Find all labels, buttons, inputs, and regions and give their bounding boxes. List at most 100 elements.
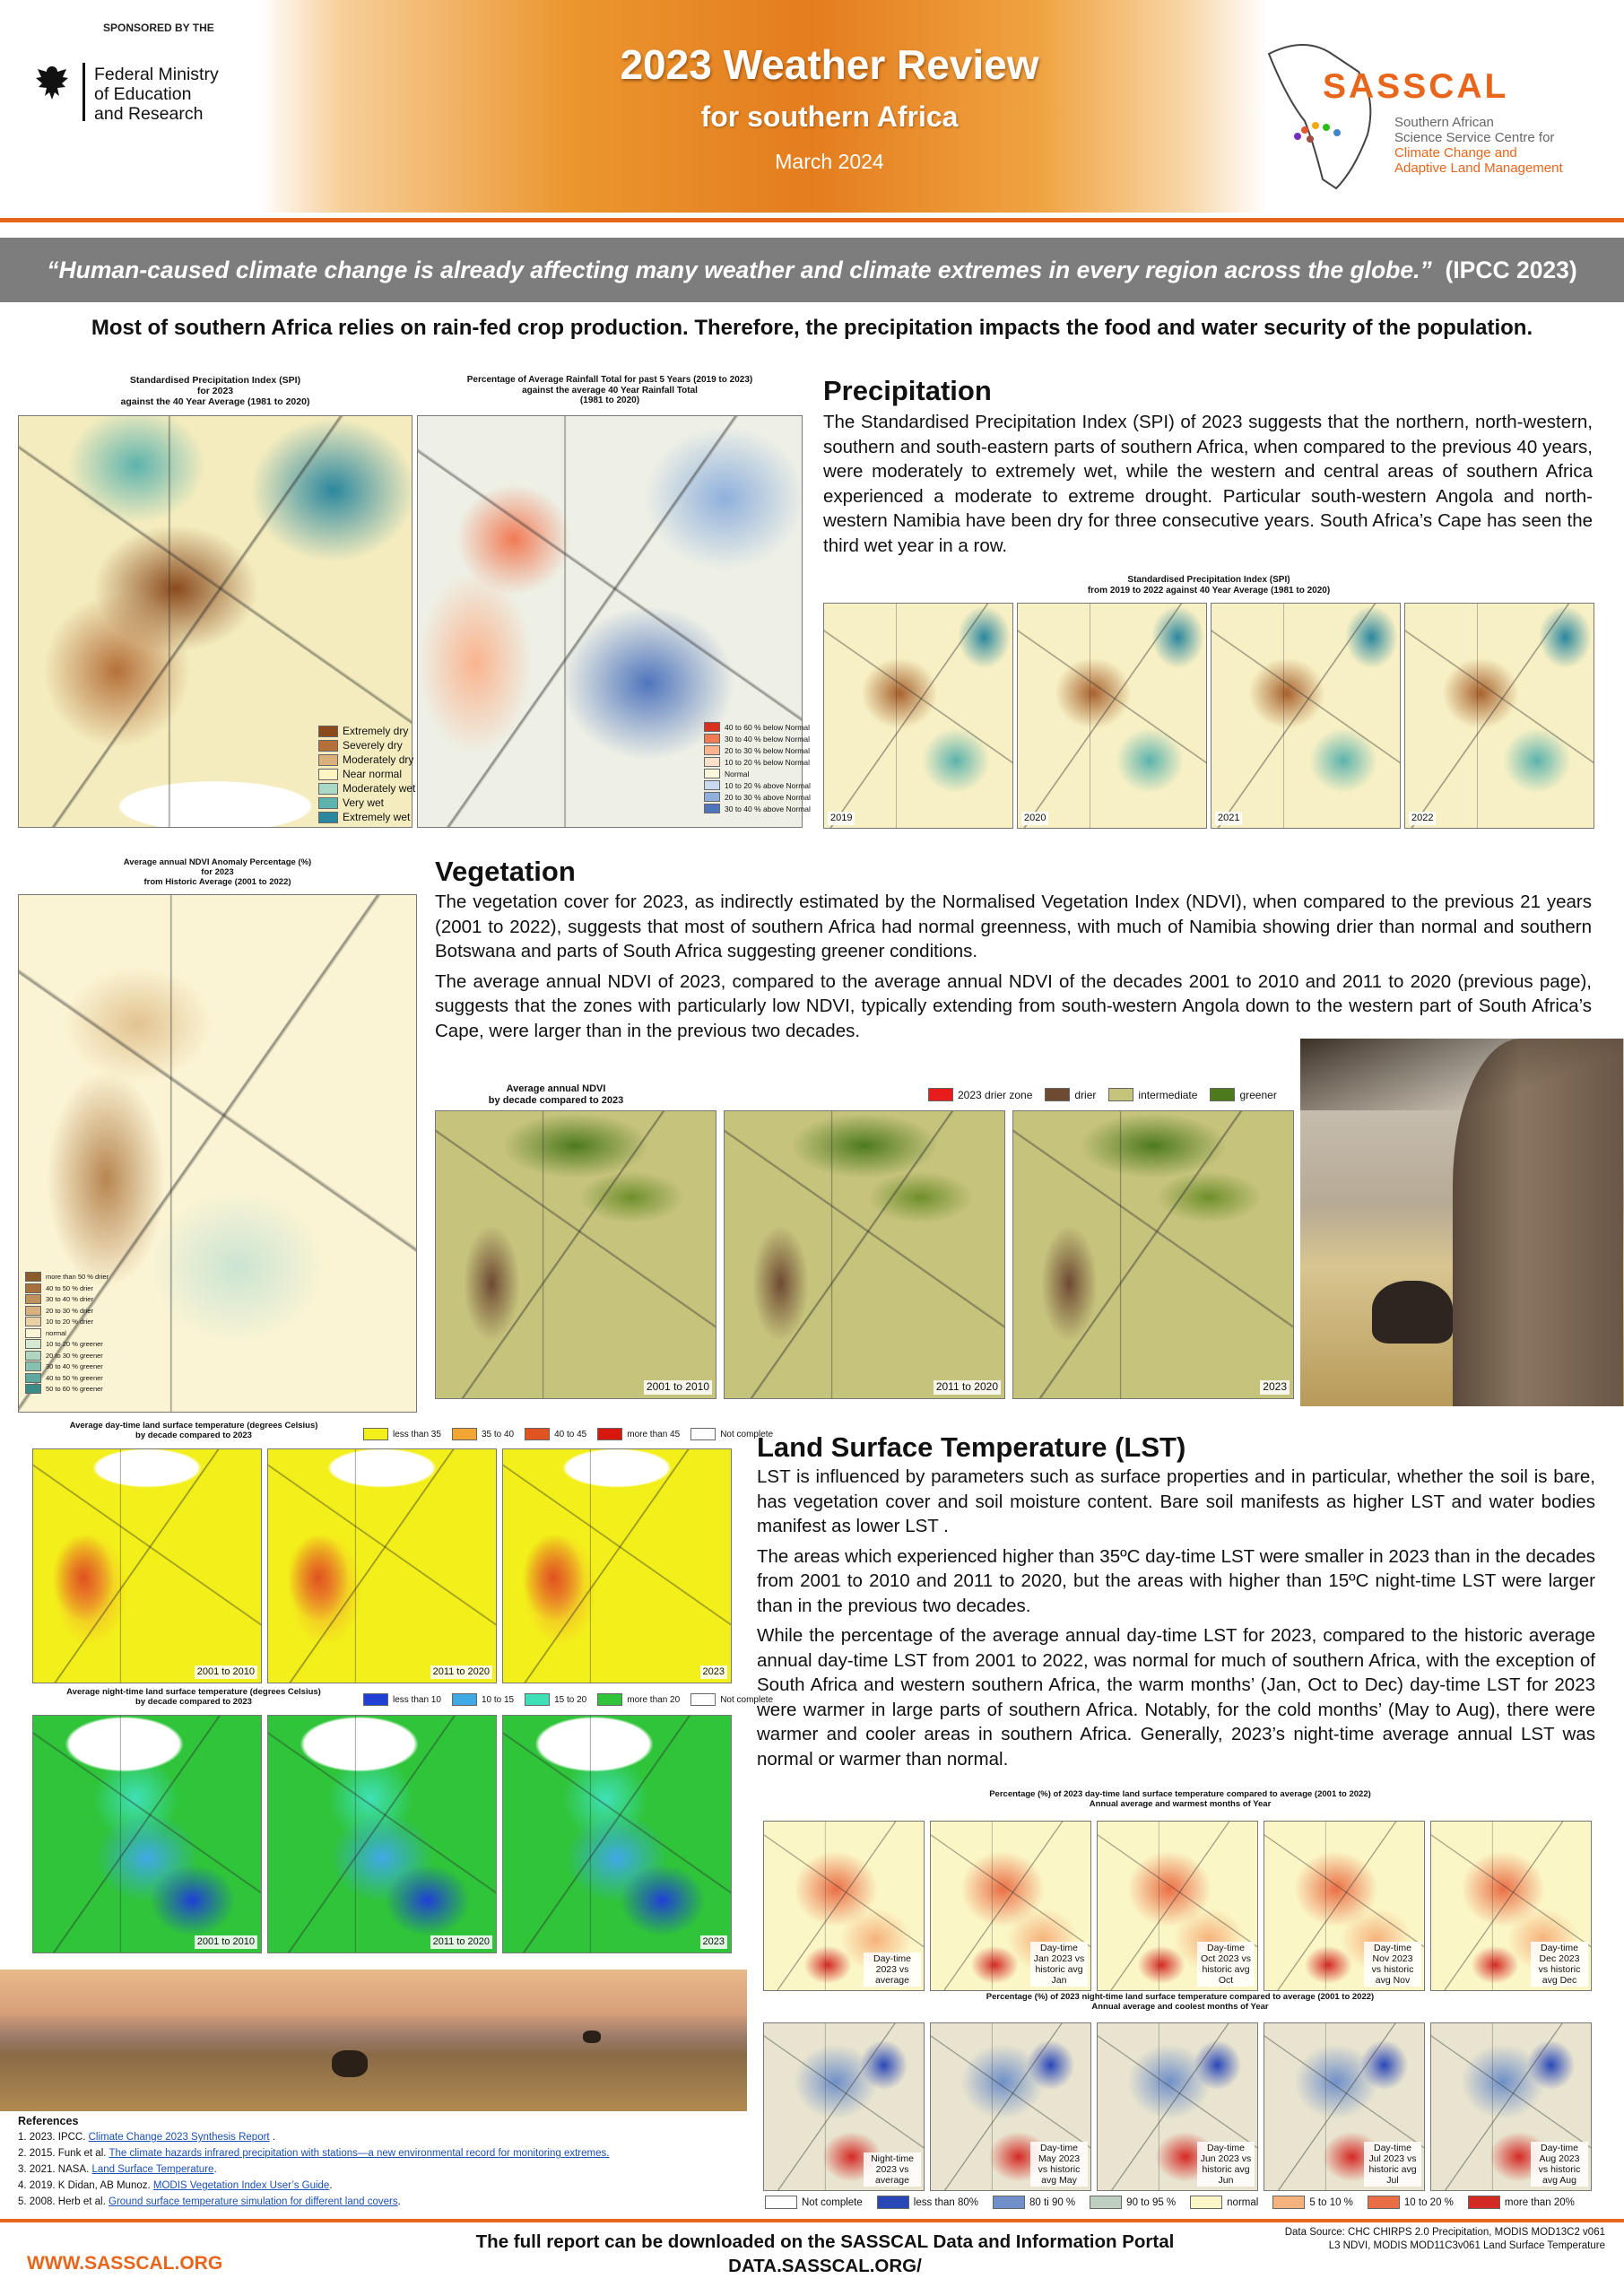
reference-text: 3. 2021. NASA.	[18, 2164, 92, 2175]
legend-swatch	[25, 1305, 41, 1316]
legend-label: intermediate	[1138, 1088, 1198, 1101]
map-image: Night-time 2023 vs average	[763, 2022, 925, 2191]
legend-item: normal	[25, 1327, 109, 1338]
legend-swatch	[363, 1428, 388, 1440]
map-image: 2023	[502, 1448, 732, 1683]
map-image: 2019	[823, 603, 1013, 829]
section-text: The vegetation cover for 2023, as indire…	[435, 890, 1592, 1048]
legend-label: Not complete	[720, 1694, 774, 1705]
legend-item: normal	[1190, 2196, 1258, 2209]
legend-item: Extremely dry	[318, 725, 415, 737]
reference-link[interactable]: MODIS Vegetation Index User’s Guide	[152, 2180, 330, 2191]
legend-swatch	[704, 757, 720, 767]
figure-title: Average day-time land surface temperatur…	[32, 1421, 355, 1441]
legend-swatch	[597, 1428, 623, 1440]
map-image: 2021	[1211, 603, 1401, 829]
legend-item: 20 to 30 % above Normal	[704, 792, 811, 802]
org-line: Climate Change and	[1394, 145, 1517, 161]
legend-swatch	[525, 1428, 551, 1440]
map-caption: Day-time Jun 2023 vs historic avg Jun	[1197, 2141, 1255, 2187]
legend-swatch	[1108, 1088, 1134, 1101]
legend-item: 20 to 30 % greener	[25, 1350, 109, 1361]
sasscal-map-icon	[1267, 44, 1372, 190]
legend-item: Near normal	[318, 768, 415, 780]
map-caption: 2011 to 2020	[933, 1380, 1001, 1395]
reference-text: 4. 2019. K Didan, AB Munoz.	[18, 2180, 153, 2191]
figure-title-line: by decade compared to 2023	[135, 1696, 252, 1707]
reference-link[interactable]: Ground surface temperature simulation fo…	[109, 2196, 398, 2207]
references-heading: References	[18, 2115, 79, 2127]
figure-title-line: Percentage of Average Rainfall Total for…	[466, 375, 753, 385]
legend: more than 50 % drier 40 to 50 % drier 30 t…	[25, 1272, 109, 1394]
map-image: 2020	[1017, 603, 1207, 829]
map-image: Day-time 2023 vs average	[763, 1821, 925, 1991]
legend-label: more than 45	[627, 1429, 681, 1439]
map-image: 2023	[1012, 1110, 1294, 1399]
legend-swatch	[25, 1294, 41, 1304]
legend-swatch	[597, 1693, 623, 1706]
legend-item: more than 50 % drier	[25, 1272, 109, 1282]
figure-title-line: Percentage (%) of 2023 day-time land sur…	[989, 1789, 1371, 1799]
legend-item: 40 to 45	[525, 1428, 586, 1440]
paragraph: The vegetation cover for 2023, as indire…	[435, 891, 1592, 961]
map-caption: Day-time 2023 vs average	[864, 1952, 921, 1987]
legend-item: 20 to 30 % below Normal	[704, 745, 811, 755]
section-heading: Vegetation	[435, 856, 576, 887]
legend-item: less than 80%	[876, 2196, 979, 2209]
map-image: 2001 to 2010	[32, 1448, 262, 1683]
legend-item: 30 to 40 % above Normal	[704, 804, 811, 813]
legend-swatch	[690, 1693, 716, 1706]
paragraph: The areas which experienced higher than …	[757, 1545, 1595, 1616]
section-text: LST is influenced by parameters such as …	[757, 1465, 1595, 1777]
legend-label: Severely dry	[343, 739, 403, 752]
legend-label: 30 to 40 % above Normal	[725, 804, 811, 813]
legend-label: 10 to 20 % drier	[46, 1318, 93, 1326]
legend-swatch	[25, 1283, 41, 1293]
legend-swatch	[704, 769, 720, 778]
reference-link[interactable]: Land Surface Temperature	[91, 2164, 214, 2175]
paragraph: LST is influenced by parameters such as …	[757, 1466, 1595, 1536]
legend-swatch	[1467, 2196, 1500, 2209]
legend-label: more than 20	[627, 1694, 681, 1705]
map-image: Day-time Nov 2023 vs historic avg Nov	[1264, 1821, 1425, 1991]
map-caption: 2011 to 2020	[430, 1665, 492, 1679]
paragraph: The Standardised Precipitation Index (SP…	[823, 412, 1593, 556]
map-image	[18, 894, 417, 1413]
paragraph: While the percentage of the average annu…	[757, 1625, 1595, 1770]
reference: 4. 2019. K Didan, AB Munoz. MODIS Vegeta…	[18, 2178, 762, 2194]
legend-item: more than 20%	[1467, 2196, 1575, 2209]
legend-label: 10 to 20 % greener	[46, 1340, 103, 1348]
org-line: Adaptive Land Management	[1394, 161, 1563, 176]
map-caption: 2021	[1215, 812, 1243, 825]
map-caption: Day-time Dec 2023 vs historic avg Dec	[1531, 1941, 1588, 1987]
legend-label: 10 to 20 % below Normal	[725, 757, 810, 767]
legend-item: intermediate	[1108, 1088, 1197, 1101]
legend-label: Near normal	[343, 768, 403, 780]
sponsor-divider	[83, 63, 85, 121]
map-image: 2001 to 2010	[435, 1110, 716, 1399]
legend-item: more than 45	[597, 1428, 680, 1440]
legend-swatch	[318, 768, 338, 780]
title: 2023 Weather Review	[620, 41, 1039, 88]
legend-label: 20 to 30 % greener	[46, 1351, 103, 1360]
legend-item: drier	[1045, 1088, 1096, 1101]
legend-swatch	[690, 1428, 716, 1440]
map-caption: 2001 to 2010	[194, 1665, 257, 1679]
map-image: Day-time Dec 2023 vs historic avg Dec	[1430, 1821, 1592, 1991]
quote-bar: “Human-caused climate change is already …	[0, 238, 1624, 302]
legend-swatch	[25, 1317, 41, 1326]
reference: 1. 2023. IPCC. Climate Change 2023 Synth…	[18, 2129, 762, 2145]
legend-swatch	[704, 745, 720, 755]
map-image	[18, 415, 413, 828]
legend-label: less than 80%	[913, 2196, 979, 2208]
legend-swatch	[451, 1428, 477, 1440]
legend-label: 30 to 40 % below Normal	[725, 734, 810, 744]
figure-title-line: Annual average and warmest months of Yea…	[1089, 1798, 1272, 1809]
footer-download: The full report can be downloaded on the…	[430, 2230, 1220, 2278]
reference-link[interactable]: The climate hazards infrared precipitati…	[109, 2148, 610, 2159]
legend-label: Very wet	[343, 796, 385, 809]
reference-text: 1. 2023. IPCC.	[18, 2132, 89, 2143]
figure-title-line: Standardised Precipitation Index (SPI)	[1127, 575, 1290, 585]
legend-item: Moderately wet	[318, 782, 415, 795]
reference-link[interactable]: Climate Change 2023 Synthesis Report	[88, 2132, 270, 2143]
